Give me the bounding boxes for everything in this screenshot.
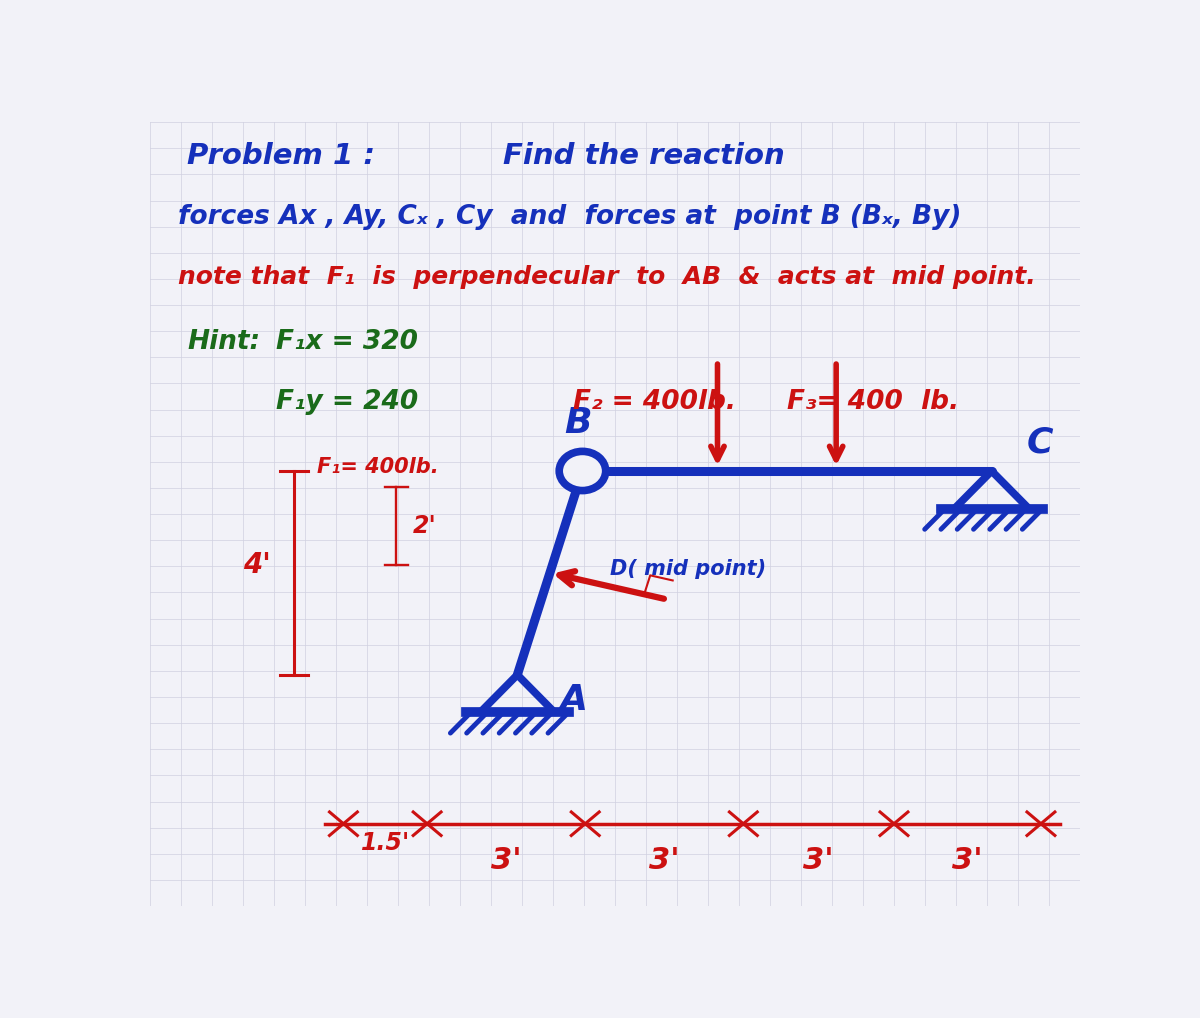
- Text: F₃= 400  lb.: F₃= 400 lb.: [787, 389, 959, 414]
- Text: 3': 3': [952, 846, 983, 875]
- Text: Hint:: Hint:: [187, 329, 260, 355]
- Text: F₁x = 320: F₁x = 320: [276, 329, 418, 355]
- Text: D( mid point): D( mid point): [611, 559, 767, 579]
- Text: C: C: [1027, 426, 1054, 459]
- Text: 2': 2': [413, 514, 437, 538]
- Text: 3': 3': [491, 846, 522, 875]
- Text: 3': 3': [649, 846, 679, 875]
- Text: forces Ax , Ay, Cₓ , Cy  and  forces at  point B (Bₓ, By): forces Ax , Ay, Cₓ , Cy and forces at po…: [178, 205, 961, 230]
- Text: 3': 3': [803, 846, 834, 875]
- Text: Problem 1 :: Problem 1 :: [187, 142, 376, 170]
- Text: B: B: [564, 405, 592, 440]
- Text: F₁= 400lb.: F₁= 400lb.: [317, 457, 439, 477]
- Text: F₂ = 400lb.: F₂ = 400lb.: [574, 389, 736, 414]
- Text: 1.5': 1.5': [361, 831, 410, 854]
- Text: Find the reaction: Find the reaction: [504, 142, 785, 170]
- Text: note that  F₁  is  perpendecular  to  AB  &  acts at  mid point.: note that F₁ is perpendecular to AB & ac…: [178, 265, 1036, 289]
- Circle shape: [559, 451, 606, 491]
- Text: F₁y = 240: F₁y = 240: [276, 389, 418, 414]
- Text: 4': 4': [244, 551, 271, 579]
- Text: A: A: [559, 683, 587, 717]
